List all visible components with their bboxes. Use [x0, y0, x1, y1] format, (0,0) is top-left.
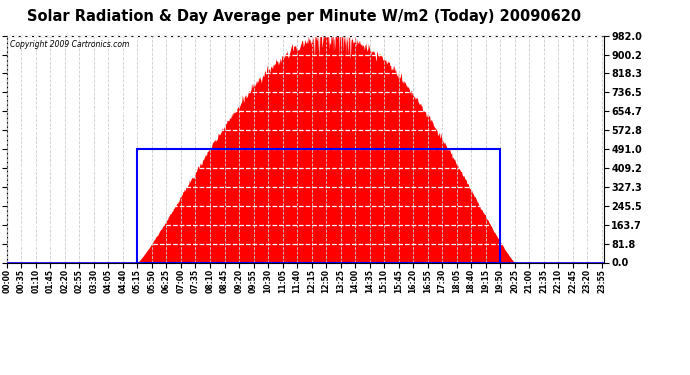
Text: Solar Radiation & Day Average per Minute W/m2 (Today) 20090620: Solar Radiation & Day Average per Minute…	[26, 9, 581, 24]
Text: Copyright 2009 Cartronics.com: Copyright 2009 Cartronics.com	[10, 40, 129, 49]
